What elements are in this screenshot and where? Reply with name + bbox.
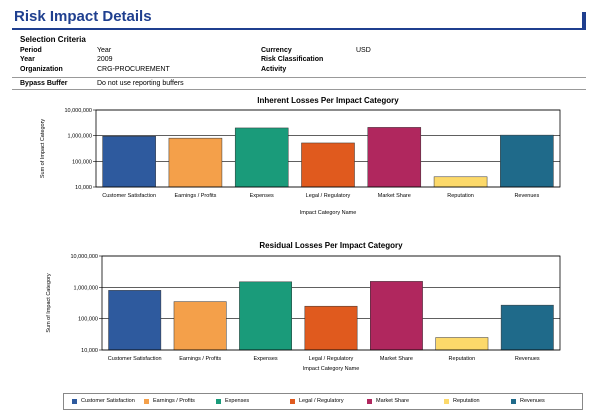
bar bbox=[102, 135, 156, 188]
bypass-value: Do not use reporting buffers bbox=[97, 80, 184, 87]
criteria-value: Year bbox=[97, 47, 112, 54]
legend-label: Market Share bbox=[376, 398, 410, 404]
x-tick-label: Expenses bbox=[250, 193, 274, 199]
x-tick-label: Customer Satisfaction bbox=[102, 193, 156, 199]
legend-swatch bbox=[444, 399, 449, 404]
bar bbox=[168, 137, 223, 188]
x-tick-label: Revenues bbox=[514, 193, 539, 199]
bar bbox=[301, 142, 355, 188]
bar bbox=[500, 134, 554, 188]
selection-criteria: Selection Criteria Period Year Currency … bbox=[20, 35, 586, 73]
legend-label: Earnings / Profits bbox=[153, 398, 195, 404]
y-tick-label: 10,000,000 bbox=[64, 108, 92, 114]
y-tick-label: 10,000 bbox=[75, 185, 92, 191]
legend-swatch bbox=[216, 399, 221, 404]
legend-label: Legal / Regulatory bbox=[299, 398, 344, 404]
criteria-value: CRG-PROCUREMENT bbox=[97, 66, 170, 73]
criteria-label: Period bbox=[20, 47, 42, 54]
legend-swatch bbox=[290, 399, 295, 404]
criteria-label: Risk Classification bbox=[261, 56, 324, 63]
bar bbox=[500, 304, 554, 351]
criteria-value: 2009 bbox=[97, 56, 113, 63]
x-tick-label: Customer Satisfaction bbox=[108, 356, 162, 362]
legend-swatch bbox=[367, 399, 372, 404]
legend-label: Reputation bbox=[453, 398, 480, 404]
bar bbox=[367, 127, 422, 188]
legend-label: Customer Satisfaction bbox=[81, 398, 135, 404]
bar bbox=[370, 281, 423, 351]
legend-label: Revenues bbox=[520, 398, 545, 404]
bar bbox=[304, 305, 358, 351]
criteria-heading: Selection Criteria bbox=[20, 35, 86, 44]
x-tick-label: Market Share bbox=[380, 356, 413, 362]
criteria-label: Currency bbox=[261, 47, 292, 54]
x-tick-label: Expenses bbox=[253, 356, 277, 362]
y-tick-label: 1,000,000 bbox=[68, 134, 92, 140]
x-tick-label: Earnings / Profits bbox=[179, 356, 221, 362]
chart-title: Residual Losses Per Impact Category bbox=[259, 241, 403, 250]
chart-title: Inherent Losses Per Impact Category bbox=[257, 96, 399, 105]
title-end-mark bbox=[582, 12, 586, 28]
bypass-label: Bypass Buffer bbox=[20, 80, 68, 87]
legend-swatch bbox=[72, 399, 77, 404]
legend-label: Expenses bbox=[225, 398, 250, 404]
title-bar: Risk Impact Details bbox=[12, 8, 586, 30]
x-tick-label: Legal / Regulatory bbox=[306, 193, 351, 199]
y-tick-label: 10,000 bbox=[81, 348, 98, 354]
bar bbox=[239, 281, 292, 351]
x-tick-label: Reputation bbox=[449, 356, 476, 362]
bar bbox=[234, 127, 289, 188]
page-title: Risk Impact Details bbox=[14, 8, 152, 25]
y-axis-label: Sum of Impact Category bbox=[40, 119, 46, 179]
bar bbox=[433, 176, 488, 188]
y-tick-label: 10,000,000 bbox=[70, 254, 98, 260]
criteria-value: USD bbox=[356, 47, 371, 54]
bar bbox=[173, 301, 227, 351]
x-axis-label: Impact Category Name bbox=[303, 366, 360, 372]
bar bbox=[108, 290, 162, 351]
x-axis-label: Impact Category Name bbox=[300, 210, 357, 216]
chart-legend: Customer Satisfaction Earnings / Profits E… bbox=[63, 393, 583, 410]
plot-frame bbox=[101, 255, 561, 351]
criteria-label: Activity bbox=[261, 66, 287, 73]
criteria-label: Organization bbox=[20, 66, 63, 73]
x-tick-label: Market Share bbox=[378, 193, 411, 199]
x-tick-label: Reputation bbox=[447, 193, 474, 199]
legend-swatch bbox=[144, 399, 149, 404]
criteria-label: Year bbox=[20, 56, 35, 63]
y-tick-label: 100,000 bbox=[72, 159, 92, 165]
legend-swatch bbox=[511, 399, 516, 404]
y-axis-label: Sum of Impact Category bbox=[46, 273, 52, 333]
y-tick-label: 100,000 bbox=[78, 317, 98, 323]
plot-frame bbox=[95, 109, 561, 188]
y-tick-label: 1,000,000 bbox=[74, 285, 98, 291]
x-tick-label: Earnings / Profits bbox=[174, 193, 216, 199]
bypass-buffer-row: Bypass Buffer Do not use reporting buffe… bbox=[12, 77, 586, 90]
x-tick-label: Legal / Regulatory bbox=[309, 356, 354, 362]
x-tick-label: Revenues bbox=[515, 356, 540, 362]
bar bbox=[435, 337, 489, 351]
